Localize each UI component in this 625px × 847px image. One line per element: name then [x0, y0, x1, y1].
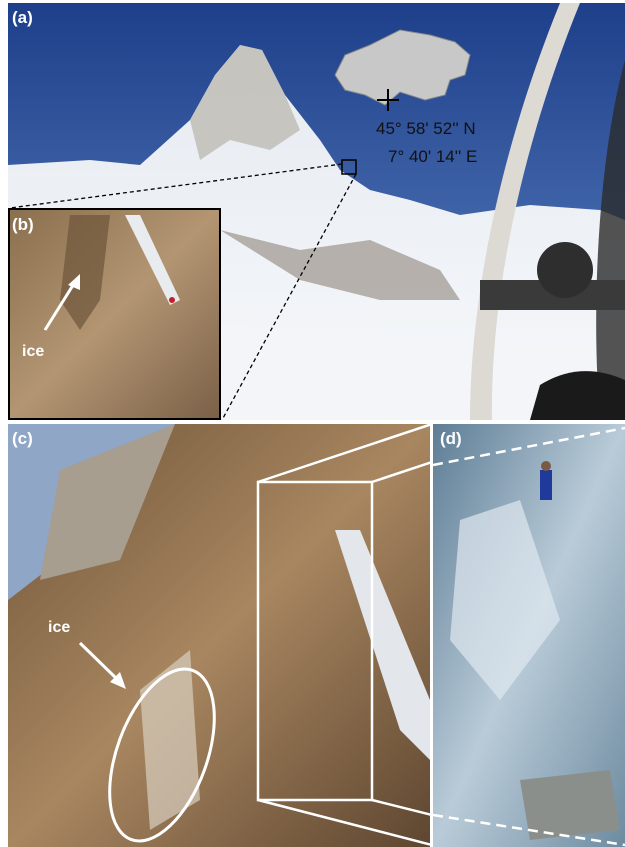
gully	[60, 215, 110, 330]
dashed-line	[433, 813, 625, 847]
zoom-box	[256, 480, 374, 802]
arrow	[78, 641, 120, 682]
panel-d-photo	[433, 424, 625, 847]
climber	[169, 297, 175, 303]
rock-band	[220, 230, 460, 300]
arrowhead	[68, 274, 80, 290]
panel-c-photo: ice	[8, 424, 430, 847]
zoom-box	[341, 159, 357, 175]
panel-label: (a)	[12, 8, 33, 27]
panel-label: (c)	[12, 429, 33, 448]
ice-strip	[335, 530, 430, 760]
arrow	[43, 281, 77, 331]
rock-slab	[450, 500, 560, 700]
zoom-line	[221, 173, 357, 420]
device	[537, 242, 593, 298]
climber-head	[541, 461, 551, 471]
arrowhead	[110, 672, 126, 689]
climber	[540, 470, 552, 500]
dashed-line	[433, 426, 625, 467]
mountain-face	[190, 45, 300, 160]
zoom-line	[257, 798, 430, 846]
switzerland-map	[334, 29, 471, 106]
panel-label: (d)	[440, 429, 462, 448]
zoom-line	[371, 798, 430, 816]
annotation: ice	[22, 343, 44, 360]
longitude: 7° 40' 14'' E	[388, 147, 477, 166]
distant-face	[40, 424, 175, 580]
panel-label: (b)	[12, 215, 34, 234]
zoom-line	[371, 461, 430, 484]
panel-b-photo: ice	[8, 208, 221, 420]
rock	[8, 208, 221, 420]
dashboard	[530, 371, 625, 420]
zoom-line	[257, 424, 430, 484]
ice-strip	[125, 215, 180, 305]
window-frame	[470, 3, 580, 420]
window-frame	[596, 60, 625, 420]
rock-block	[520, 770, 620, 840]
ice-patch	[140, 650, 200, 830]
annotation: ice	[48, 619, 70, 636]
highlight-ellipse	[108, 667, 216, 843]
latitude: 45° 58' 52'' N	[376, 119, 476, 138]
